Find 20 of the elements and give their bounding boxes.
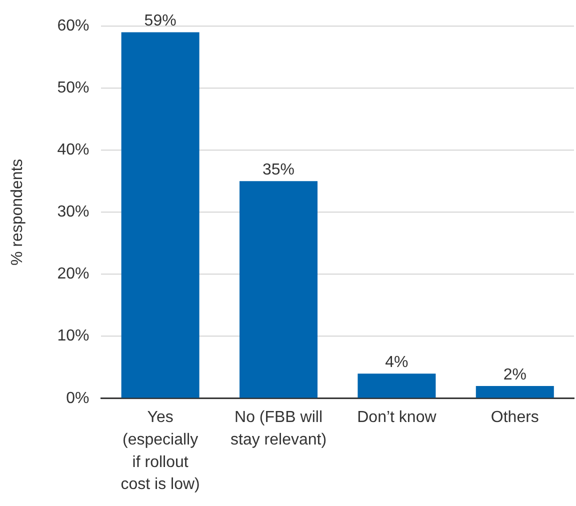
data-label: 35% (262, 162, 295, 179)
y-tick-label: 60% (57, 17, 90, 34)
x-tick-label: Others (490, 409, 539, 426)
bar (476, 386, 554, 398)
data-label: 2% (503, 366, 526, 384)
data-label: 59% (144, 12, 176, 30)
y-tick-label: 40% (57, 142, 90, 159)
y-tick-label: 50% (57, 79, 90, 96)
y-tick-label: 10% (57, 328, 90, 345)
bar (358, 374, 436, 398)
x-tick-label: Yes (especially if rollout cost is low) (120, 409, 200, 494)
x-tick-label: No (FBB will stay relevant) (230, 409, 327, 448)
bar (240, 181, 318, 398)
y-tick-label: 20% (57, 266, 90, 283)
y-tick-label: 30% (57, 204, 90, 221)
y-axis-title: % respondents (9, 158, 26, 266)
x-tick-label: Don’t know (357, 409, 437, 426)
bar (121, 32, 200, 398)
y-tick-label: 0% (66, 390, 90, 407)
data-label: 4% (385, 354, 408, 371)
